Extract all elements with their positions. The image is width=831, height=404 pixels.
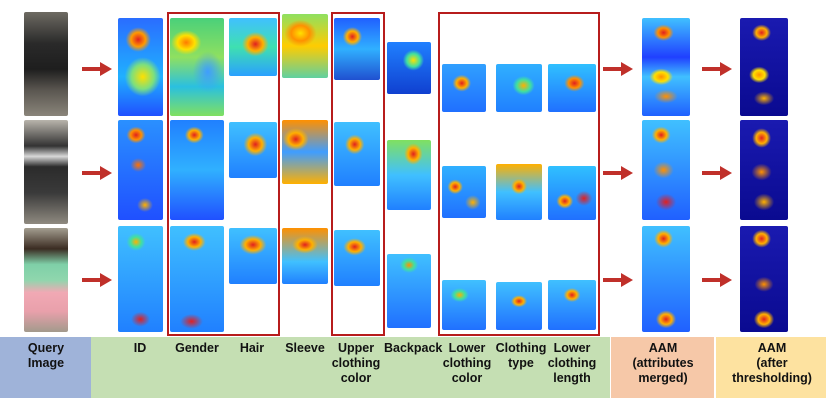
heatmap-hair-row1	[229, 18, 277, 76]
heatmap-sleeve-row3	[282, 228, 328, 284]
heatmap-upper-row2	[334, 122, 380, 186]
heatmap-id-row3	[118, 226, 163, 332]
heatmap-aam-threshold-row1	[740, 18, 788, 116]
label-lower-clothing-color: Lower clothing color	[442, 341, 492, 385]
heatmap-upper-row1	[334, 18, 380, 80]
heatmap-backpack-row3	[387, 254, 431, 328]
label-gender: Gender	[175, 341, 219, 355]
heatmap-lower-length-row3	[548, 280, 596, 330]
heatmap-hair-row3	[229, 228, 277, 284]
label-clothing-type: Clothing type	[495, 341, 547, 370]
heatmap-clothing-type-row2	[496, 164, 542, 220]
label-aam-attributes-merged: AAM (attributes merged)	[632, 341, 694, 385]
arrow-icon	[603, 273, 633, 287]
arrow-icon	[702, 273, 732, 287]
heatmap-upper-row3	[334, 230, 380, 286]
heatmap-hair-row2	[229, 122, 277, 178]
label-lower-clothing-length: Lower clothing length	[547, 341, 597, 385]
aam-merged-band	[611, 337, 714, 398]
heatmap-aam-threshold-row2	[740, 120, 788, 220]
heatmap-lower-color-row2	[442, 166, 486, 218]
query-photo-2	[24, 120, 68, 224]
attributes-band	[91, 337, 610, 398]
label-sleeve: Sleeve	[285, 341, 325, 355]
heatmap-lower-color-row3	[442, 280, 486, 330]
heatmap-lower-length-row1	[548, 64, 596, 112]
heatmap-backpack-row1	[387, 42, 431, 94]
heatmap-aam-merged-row3	[642, 226, 690, 332]
arrow-icon	[603, 62, 633, 76]
heatmap-gender-row1	[170, 18, 224, 116]
label-query-image: Query Image	[27, 341, 65, 370]
label-hair: Hair	[239, 341, 265, 355]
heatmap-id-row2	[118, 120, 163, 220]
aam-threshold-band	[716, 337, 826, 398]
heatmap-lower-length-row2	[548, 166, 596, 220]
label-upper-clothing-color: Upper clothing color	[331, 341, 381, 385]
heatmap-gender-row2	[170, 120, 224, 220]
heatmap-gender-row3	[170, 226, 224, 332]
query-photo-1	[24, 12, 68, 116]
heatmap-sleeve-row2	[282, 120, 328, 184]
heatmap-sleeve-row1	[282, 14, 328, 78]
heatmap-clothing-type-row1	[496, 64, 542, 112]
label-aam-after-thresholding: AAM (after thresholding)	[732, 341, 812, 385]
query-band	[0, 337, 91, 398]
heatmap-aam-merged-row2	[642, 120, 690, 220]
arrow-icon	[603, 166, 633, 180]
label-backpack: Backpack	[384, 341, 443, 355]
label-id: ID	[133, 341, 147, 355]
arrow-icon	[82, 273, 112, 287]
arrow-icon	[82, 166, 112, 180]
heatmap-backpack-row2	[387, 140, 431, 210]
arrow-icon	[82, 62, 112, 76]
heatmap-id-row1	[118, 18, 163, 116]
query-photo-3	[24, 228, 68, 332]
arrow-icon	[702, 166, 732, 180]
heatmap-aam-threshold-row3	[740, 226, 788, 332]
heatmap-aam-merged-row1	[642, 18, 690, 116]
heatmap-clothing-type-row3	[496, 282, 542, 330]
arrow-icon	[702, 62, 732, 76]
heatmap-lower-color-row1	[442, 64, 486, 112]
